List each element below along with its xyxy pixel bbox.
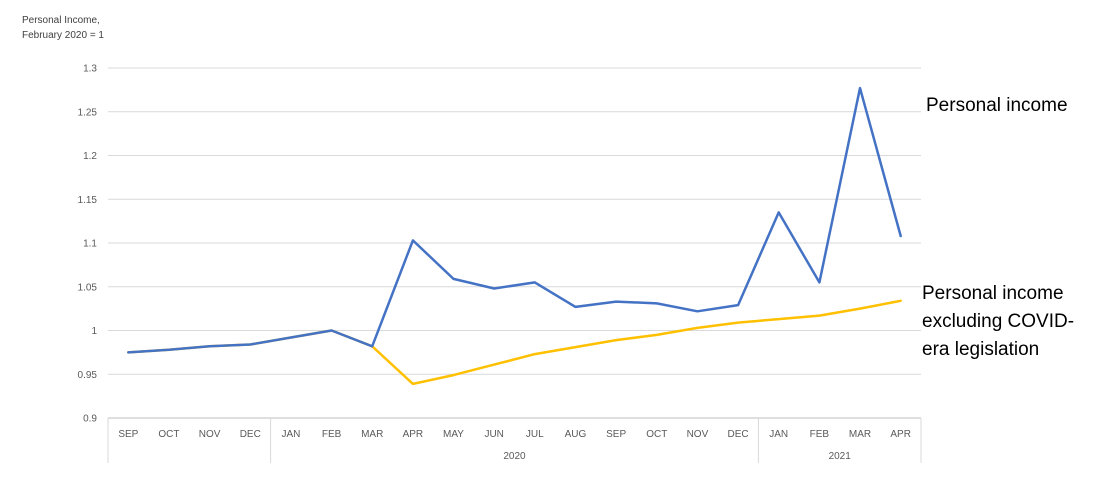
- series-labels: Personal income Personal income excluding …: [922, 95, 1074, 360]
- y-tick-label: 1.05: [78, 282, 98, 293]
- personal-income-excl-covid-label: excluding COVID-: [922, 311, 1074, 332]
- y-tick-label: 1.3: [83, 64, 97, 75]
- y-tick-label: 0.9: [83, 414, 97, 425]
- x-tick-label: AUG: [565, 429, 587, 440]
- x-tick-label: NOV: [199, 429, 221, 440]
- x-tick-label: DEC: [728, 429, 749, 440]
- y-axis-title-line-1: Personal Income,: [22, 15, 100, 26]
- personal-income-excl-covid-label: era legislation: [922, 339, 1039, 360]
- y-tick-label: 1.2: [83, 151, 97, 162]
- x-tick-label: MAR: [361, 429, 383, 440]
- personal-income-label: Personal income: [926, 95, 1068, 116]
- x-tick-label: NOV: [687, 429, 709, 440]
- personal-income-line: [127, 86, 902, 354]
- y-tick-label: 1: [91, 326, 97, 337]
- x-tick-label: OCT: [158, 429, 179, 440]
- x-tick-label: JUL: [526, 429, 544, 440]
- y-tick-label: 1.25: [78, 107, 98, 118]
- x-tick-label: SEP: [118, 429, 138, 440]
- x-tick-label: JUN: [484, 429, 503, 440]
- y-axis: 0.9 0.95 1 1.05 1.1 1.15 1.2 1.25 1.3: [78, 64, 98, 425]
- x-axis: SEP OCT NOV DEC JAN FEB MAR APR MAY JUN JUL AUG SEP O…: [107, 418, 922, 463]
- personal-income-excl-covid-line: [127, 299, 902, 386]
- y-axis-title-line-2: February 2020 = 1: [22, 30, 104, 41]
- x-tick-label: MAY: [443, 429, 464, 440]
- x-group-label: 2020: [503, 451, 526, 462]
- personal-income-excl-covid-label: Personal income: [922, 283, 1064, 304]
- y-tick-label: 1.1: [83, 239, 97, 250]
- x-tick-label: FEB: [322, 429, 342, 440]
- y-tick-label: 0.95: [78, 370, 98, 381]
- x-tick-label: JAN: [769, 429, 788, 440]
- gridlines: [108, 67, 921, 419]
- series-lines: [127, 86, 902, 386]
- x-tick-label: APR: [890, 429, 911, 440]
- x-tick-label: OCT: [646, 429, 667, 440]
- x-tick-label: MAR: [849, 429, 871, 440]
- x-tick-label: APR: [403, 429, 424, 440]
- y-tick-label: 1.15: [78, 195, 98, 206]
- x-tick-label: FEB: [810, 429, 830, 440]
- x-group-label: 2021: [829, 451, 852, 462]
- x-tick-label: JAN: [281, 429, 300, 440]
- x-tick-label: SEP: [606, 429, 626, 440]
- x-tick-label: DEC: [240, 429, 261, 440]
